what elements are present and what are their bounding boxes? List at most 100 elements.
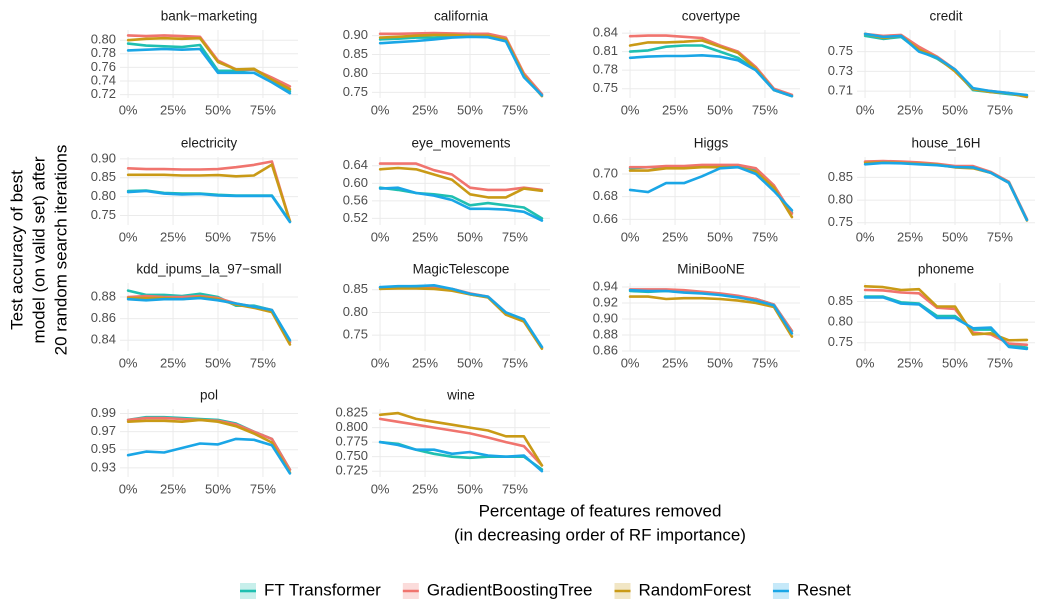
y-tick-label: 0.75 [91,207,116,222]
x-tick-label: 50% [942,229,968,244]
facet-title: eye_movements [411,136,510,151]
series-line [126,437,292,475]
y-tick-label: 0.86 [91,310,116,325]
x-tick-label: 0% [119,481,138,496]
series-line [863,296,1029,351]
x-tick-label: 0% [856,102,875,117]
x-tick-label: 75% [250,102,276,117]
y-tick-label: 0.84 [91,332,116,347]
facet: electricity 0.75 0.80 0.85 0.90 0% 25% 50% 75% [91,136,298,244]
facet-title: credit [929,9,962,24]
x-tick-label: 25% [160,229,186,244]
x-tick-label: 75% [752,355,778,370]
x-tick-label: 50% [942,102,968,117]
y-tick-label: 0.750 [335,448,368,463]
x-tick-label: 50% [707,355,733,370]
y-tick-label: 0.75 [593,80,618,95]
facet-title: Higgs [694,136,729,151]
y-tick-label: 0.90 [343,27,368,42]
y-tick-label: 0.70 [593,165,618,180]
series-line [126,47,292,95]
facet-title: electricity [181,136,238,151]
y-tick-label: 0.80 [343,304,368,319]
series-line [126,296,292,342]
y-tick-label: 0.73 [828,63,853,78]
y-tick-label: 0.75 [343,327,368,342]
x-tick-label: 0% [371,355,390,370]
series-line [628,165,794,219]
y-tick-label: 0.90 [593,310,618,325]
y-tick-label: 0.88 [91,288,116,303]
series-line [378,440,544,473]
facet-title: wine [446,388,475,403]
facet-title: MiniBooNE [677,262,745,277]
y-tick-label: 0.85 [828,169,853,184]
facet-title: kdd_ipums_la_97−small [136,262,281,277]
facet: MiniBooNE 0.860.880.900.920.94 0% 25% 50% 75% [593,262,800,370]
x-tick-label: 50% [457,481,483,496]
x-tick-label: 25% [412,355,438,370]
x-tick-label: 0% [371,229,390,244]
legend-label: FT Transformer [264,580,381,599]
y-tick-label: 0.75 [828,43,853,58]
y-axis-label: Test accuracy of best [7,170,26,330]
x-tick-label: 75% [502,102,528,117]
facet: house_16H 0.75 0.80 0.85 0% 25% 50% 75% [828,136,1035,244]
y-tick-label: 0.78 [593,62,618,77]
x-tick-label: 75% [250,229,276,244]
y-tick-label: 0.775 [335,434,368,449]
y-tick-label: 0.85 [343,46,368,61]
facet-title: bank−marketing [161,9,257,24]
series-line [378,411,544,467]
x-tick-label: 25% [160,481,186,496]
series-line [863,32,1029,97]
facet: eye_movements 0.52 0.56 0.60 0.64 0% 25% 50% 75% [343,136,550,244]
series-line [126,295,292,346]
y-tick-label: 0.80 [343,65,368,80]
facet: credit 0.71 0.73 0.75 0% 25% 50% 75% [828,9,1035,117]
series-line [126,160,292,223]
y-tick-label: 0.64 [343,157,368,172]
facet-title: phoneme [918,262,974,277]
y-tick-label: 0.80 [91,188,116,203]
series-line [628,54,794,98]
x-tick-label: 25% [412,481,438,496]
y-tick-label: 0.74 [91,72,116,87]
x-tick-label: 50% [205,229,231,244]
series-line [378,186,544,222]
y-axis-label: model (on valid set) after [29,156,48,343]
y-tick-label: 0.68 [593,188,618,203]
facet: bank−marketing 0.720.740.760.780.80 0% 25% 5… [91,9,298,117]
series-line [863,159,1029,221]
series-line [378,162,544,192]
y-tick-label: 0.78 [91,45,116,60]
facet: Higgs 0.66 0.68 0.70 0% 25% 50% 75% [593,136,800,244]
y-tick-label: 0.90 [91,150,116,165]
y-tick-label: 0.85 [343,281,368,296]
x-tick-label: 0% [119,102,138,117]
series-line [863,285,1029,342]
series-line [378,35,544,97]
x-tick-label: 0% [119,229,138,244]
y-tick-label: 0.93 [91,459,116,474]
series-line [863,161,1029,222]
legend-label: GradientBoostingTree [427,580,593,599]
facet: phoneme 0.75 0.80 0.85 0% 25% 50% 75% [828,262,1035,370]
x-tick-label: 25% [897,355,923,370]
facet: covertype 0.75 0.78 0.81 0.84 0% 25% 50% 75% [593,9,800,117]
x-tick-label: 50% [205,102,231,117]
y-tick-label: 0.99 [91,405,116,420]
x-tick-label: 25% [662,229,688,244]
x-tick-label: 25% [160,355,186,370]
x-tick-label: 50% [707,102,733,117]
x-tick-label: 75% [502,481,528,496]
x-tick-label: 75% [752,229,778,244]
legend-label: Resnet [797,580,851,599]
series-line [126,189,292,224]
series-line [628,288,794,333]
y-tick-label: 0.84 [593,25,618,40]
legend-label: RandomForest [639,580,752,599]
y-tick-label: 0.76 [91,59,116,74]
